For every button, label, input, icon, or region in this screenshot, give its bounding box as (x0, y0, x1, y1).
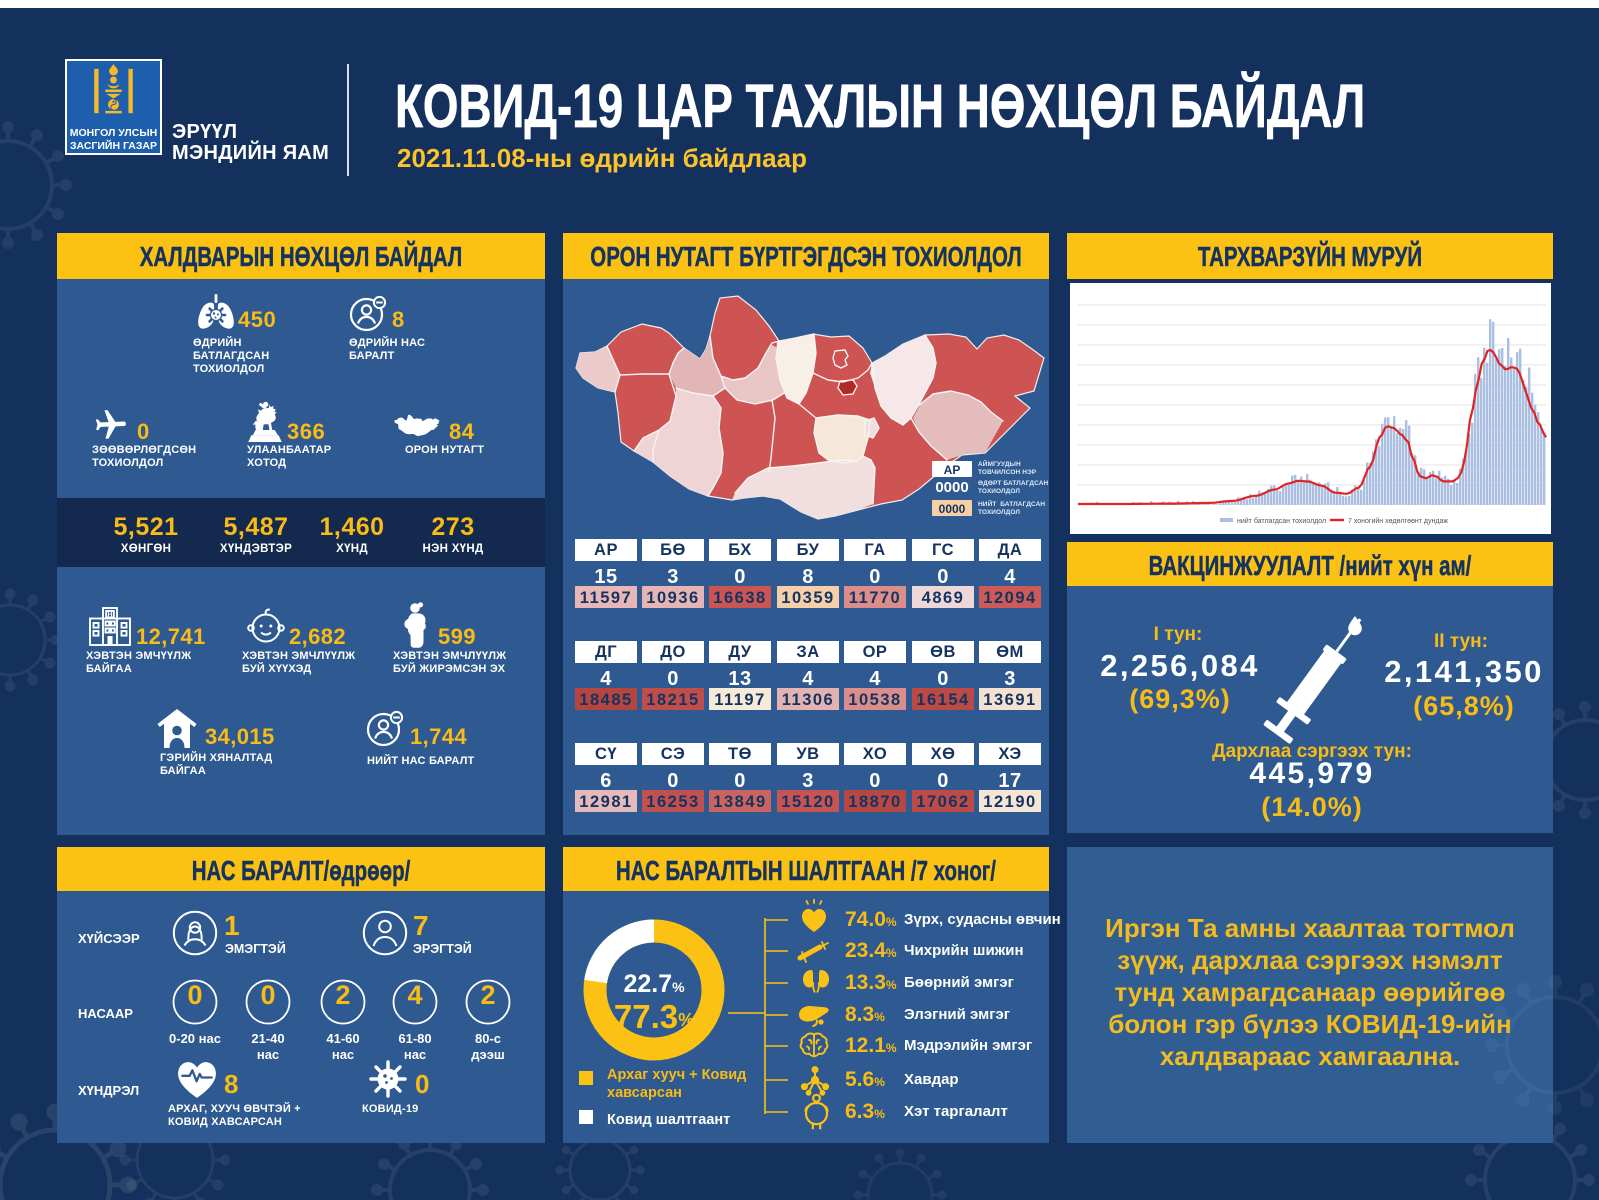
svg-text:7 хоногийн хөдөлгөөнт дундаж: 7 хоногийн хөдөлгөөнт дундаж (1348, 517, 1448, 525)
svg-text:нийт батлагдсан тохиолдол: нийт батлагдсан тохиолдол (1237, 517, 1326, 525)
svg-text:H: H (108, 611, 113, 618)
